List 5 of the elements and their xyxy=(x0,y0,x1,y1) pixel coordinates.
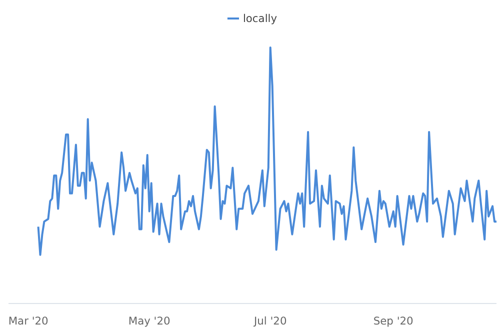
x-tick-label: Mar '20 xyxy=(8,314,49,328)
x-tick-label: May '20 xyxy=(128,314,171,328)
x-tick-label: Jul '20 xyxy=(252,314,287,328)
x-tick-label: Sep '20 xyxy=(373,314,414,328)
legend-label: locally xyxy=(242,12,278,24)
